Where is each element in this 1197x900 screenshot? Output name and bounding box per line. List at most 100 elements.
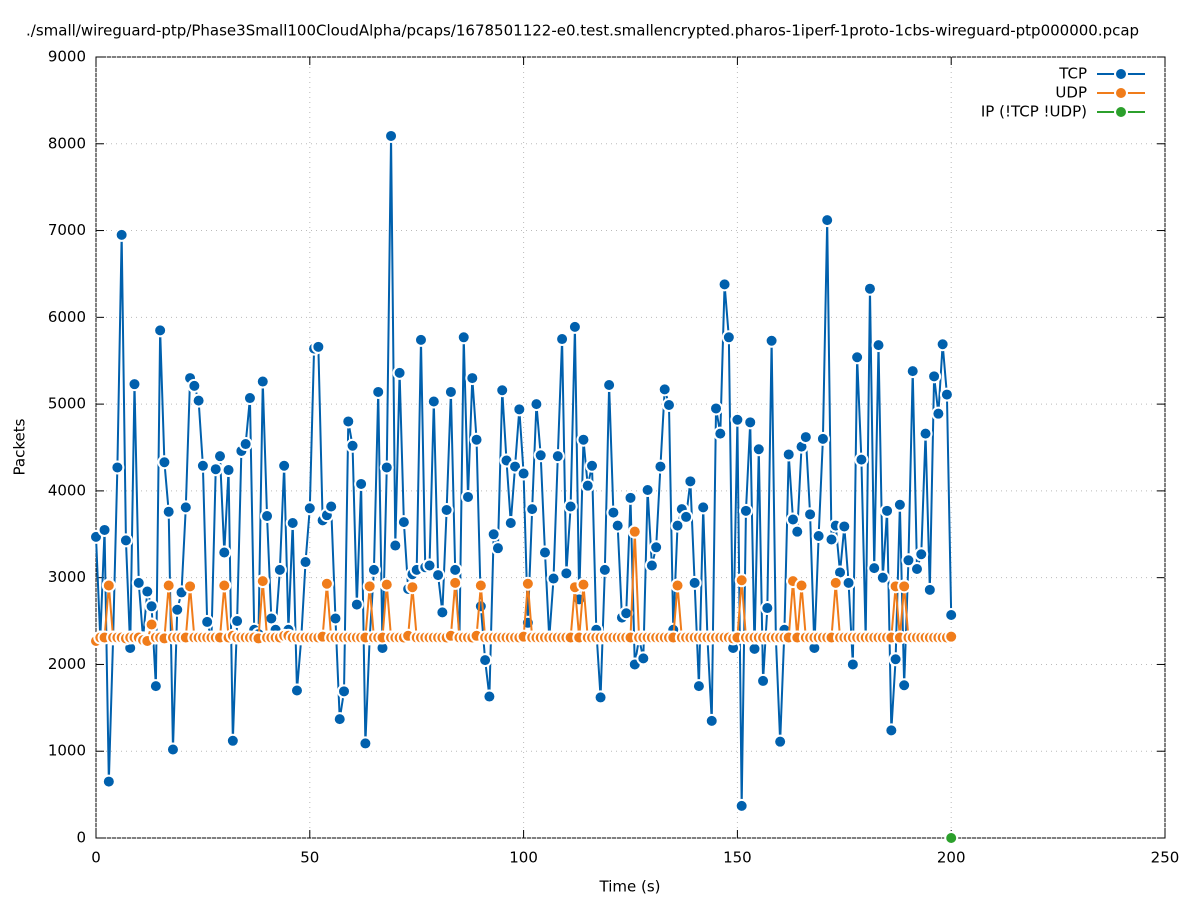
y-tick-label: 0 bbox=[76, 829, 86, 847]
data-point bbox=[683, 474, 698, 489]
data-point bbox=[277, 458, 292, 473]
data-point bbox=[824, 532, 839, 547]
data-point bbox=[862, 281, 877, 296]
data-point bbox=[649, 540, 664, 555]
data-point bbox=[443, 384, 458, 399]
y-tick-label: 1000 bbox=[48, 742, 86, 760]
data-point bbox=[537, 545, 552, 560]
data-point bbox=[503, 515, 518, 530]
data-point bbox=[260, 509, 275, 524]
data-point bbox=[901, 553, 916, 568]
data-point bbox=[379, 577, 394, 592]
data-point bbox=[905, 364, 920, 379]
data-point bbox=[529, 397, 544, 412]
data-point bbox=[820, 213, 835, 228]
data-point bbox=[392, 365, 407, 380]
data-point bbox=[384, 128, 399, 143]
data-point bbox=[884, 723, 899, 738]
data-point bbox=[448, 575, 463, 590]
legend-swatch bbox=[1114, 105, 1128, 119]
data-point bbox=[576, 432, 591, 447]
data-point bbox=[127, 377, 142, 392]
y-tick-label: 9000 bbox=[48, 48, 86, 66]
data-point bbox=[696, 500, 711, 515]
data-point bbox=[482, 689, 497, 704]
data-point bbox=[738, 503, 753, 518]
data-point bbox=[101, 578, 116, 593]
data-point bbox=[153, 323, 168, 338]
data-point bbox=[747, 641, 762, 656]
data-point bbox=[221, 463, 236, 478]
data-point bbox=[478, 653, 493, 668]
data-point bbox=[717, 277, 732, 292]
data-point bbox=[311, 339, 326, 354]
data-point bbox=[550, 449, 565, 464]
data-point bbox=[495, 383, 510, 398]
data-point bbox=[473, 599, 488, 614]
data-point bbox=[490, 541, 505, 556]
data-point bbox=[931, 406, 946, 421]
data-point bbox=[841, 575, 856, 590]
data-point bbox=[371, 384, 386, 399]
data-point bbox=[161, 504, 176, 519]
data-point bbox=[366, 562, 381, 577]
data-point bbox=[178, 500, 193, 515]
y-axis-label: Packets bbox=[11, 418, 29, 475]
data-point bbox=[131, 575, 146, 590]
data-point bbox=[208, 462, 223, 477]
data-point bbox=[845, 657, 860, 672]
data-point bbox=[730, 412, 745, 427]
data-point bbox=[653, 459, 668, 474]
data-point bbox=[362, 579, 377, 594]
data-point bbox=[914, 547, 929, 562]
data-point bbox=[850, 350, 865, 365]
data-point bbox=[298, 555, 313, 570]
data-point bbox=[148, 679, 163, 694]
data-point bbox=[756, 673, 771, 688]
data-point bbox=[448, 562, 463, 577]
data-point bbox=[790, 524, 805, 539]
data-point bbox=[602, 378, 617, 393]
data-point bbox=[431, 568, 446, 583]
data-point bbox=[170, 602, 185, 617]
data-point bbox=[520, 576, 535, 591]
data-point bbox=[512, 402, 527, 417]
data-point bbox=[888, 652, 903, 667]
data-point bbox=[349, 597, 364, 612]
data-point bbox=[302, 501, 317, 516]
data-point bbox=[944, 607, 959, 622]
data-point bbox=[785, 512, 800, 527]
data-point bbox=[713, 426, 728, 441]
plot-frame bbox=[95, 56, 1166, 839]
data-point bbox=[815, 431, 830, 446]
data-point bbox=[183, 579, 198, 594]
data-point bbox=[909, 561, 924, 576]
data-point bbox=[328, 611, 343, 626]
data-point bbox=[435, 605, 450, 620]
data-point bbox=[379, 460, 394, 475]
data-point bbox=[533, 448, 548, 463]
data-point bbox=[828, 575, 843, 590]
data-point bbox=[803, 507, 818, 522]
data-point bbox=[764, 333, 779, 348]
data-point bbox=[413, 332, 428, 347]
y-tick-label: 8000 bbox=[48, 134, 86, 152]
data-point bbox=[593, 690, 608, 705]
data-point bbox=[644, 558, 659, 573]
data-point bbox=[200, 614, 215, 629]
data-point bbox=[388, 538, 403, 553]
data-point bbox=[213, 449, 228, 464]
data-point bbox=[944, 629, 959, 644]
data-point bbox=[751, 442, 766, 457]
data-point bbox=[341, 414, 356, 429]
data-point bbox=[687, 575, 702, 590]
data-point bbox=[871, 338, 886, 353]
legend-label: UDP bbox=[1055, 84, 1087, 102]
data-point bbox=[144, 599, 159, 614]
data-point bbox=[469, 432, 484, 447]
data-point bbox=[939, 387, 954, 402]
data-point bbox=[837, 519, 852, 534]
data-point bbox=[935, 337, 950, 352]
data-point bbox=[110, 460, 125, 475]
x-tick-label: 0 bbox=[91, 849, 101, 867]
